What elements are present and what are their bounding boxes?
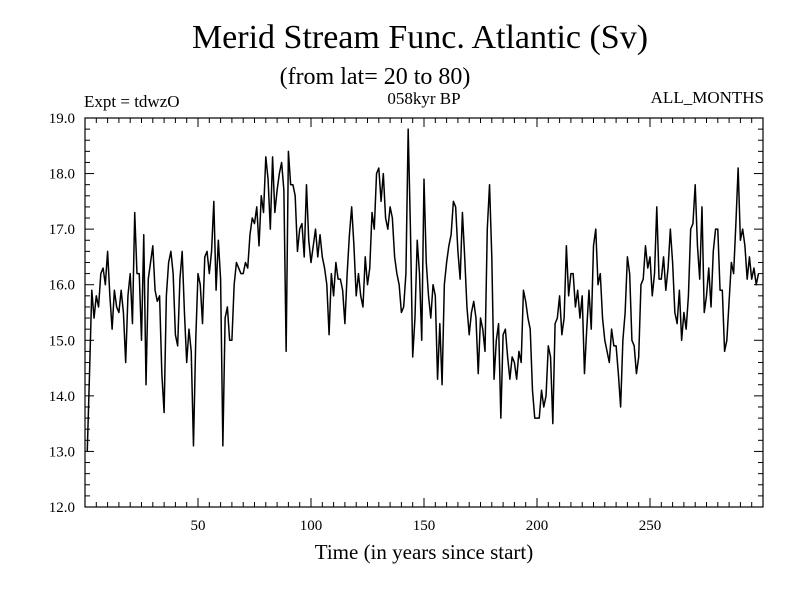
plot-frame xyxy=(84,117,764,508)
x-tick-labels: 50 100 150 200 250 xyxy=(191,518,662,534)
y-tick-label: 16.0 xyxy=(49,278,75,294)
period-label: 058kyr BP xyxy=(387,89,460,108)
y-tick-label: 14.0 xyxy=(49,389,75,405)
y-tick-label: 17.0 xyxy=(49,222,75,238)
x-axis-label: Time (in years since start) xyxy=(315,540,534,564)
experiment-label: Expt = tdwzO xyxy=(84,92,180,111)
y-tick-label: 15.0 xyxy=(49,333,75,349)
y-tick-label: 19.0 xyxy=(49,111,75,127)
x-tick-label: 150 xyxy=(413,518,436,534)
chart-title: Merid Stream Func. Atlantic (Sv) xyxy=(192,19,648,56)
chart-subtitle: (from lat= 20 to 80) xyxy=(280,64,471,90)
y-tick-label: 12.0 xyxy=(49,500,75,516)
y-tick-label: 13.0 xyxy=(49,444,75,460)
y-tick-label: 18.0 xyxy=(49,167,75,183)
x-tick-label: 50 xyxy=(191,518,206,534)
months-label: ALL_MONTHS xyxy=(651,88,764,107)
axis-ticks xyxy=(85,118,763,507)
data-series-line xyxy=(86,128,760,452)
x-tick-label: 100 xyxy=(300,518,323,534)
y-tick-labels: 12.0 13.0 14.0 15.0 16.0 17.0 18.0 19.0 xyxy=(49,111,75,516)
x-tick-label: 200 xyxy=(526,518,549,534)
x-tick-label: 250 xyxy=(639,518,662,534)
